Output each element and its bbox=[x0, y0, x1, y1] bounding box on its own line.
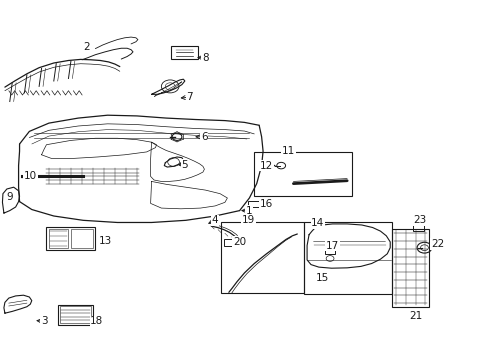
Bar bbox=[71, 229, 93, 248]
Bar bbox=[224, 239, 234, 246]
Bar bbox=[60, 306, 91, 323]
Text: 12: 12 bbox=[259, 161, 273, 171]
Text: 16: 16 bbox=[259, 199, 273, 210]
Bar bbox=[324, 247, 335, 254]
Bar bbox=[171, 46, 198, 59]
Bar bbox=[46, 227, 95, 250]
Text: 1: 1 bbox=[245, 206, 252, 216]
Text: 11: 11 bbox=[281, 146, 295, 156]
Bar bbox=[58, 305, 93, 325]
Bar bbox=[248, 201, 259, 207]
Text: 4: 4 bbox=[211, 215, 218, 225]
Bar bbox=[221, 222, 304, 293]
Text: 5: 5 bbox=[181, 160, 188, 170]
Text: 13: 13 bbox=[98, 236, 112, 246]
Text: 14: 14 bbox=[310, 218, 324, 228]
Text: 6: 6 bbox=[201, 132, 207, 142]
Text: 10: 10 bbox=[24, 171, 37, 181]
Text: 23: 23 bbox=[412, 215, 426, 225]
Text: 2: 2 bbox=[83, 42, 90, 52]
Text: 15: 15 bbox=[315, 273, 329, 283]
Text: 21: 21 bbox=[408, 311, 422, 321]
Text: 20: 20 bbox=[233, 237, 245, 247]
Text: 7: 7 bbox=[186, 92, 193, 102]
Bar bbox=[412, 225, 423, 231]
Bar bbox=[391, 229, 428, 307]
Text: 22: 22 bbox=[430, 239, 444, 249]
Text: 9: 9 bbox=[6, 192, 13, 202]
Text: 17: 17 bbox=[325, 240, 339, 251]
Bar bbox=[49, 229, 68, 248]
Text: 8: 8 bbox=[202, 53, 208, 63]
Bar bbox=[254, 152, 351, 196]
Bar bbox=[304, 222, 391, 294]
Text: 18: 18 bbox=[90, 316, 103, 327]
Text: 19: 19 bbox=[241, 215, 255, 225]
Text: 3: 3 bbox=[41, 316, 47, 326]
